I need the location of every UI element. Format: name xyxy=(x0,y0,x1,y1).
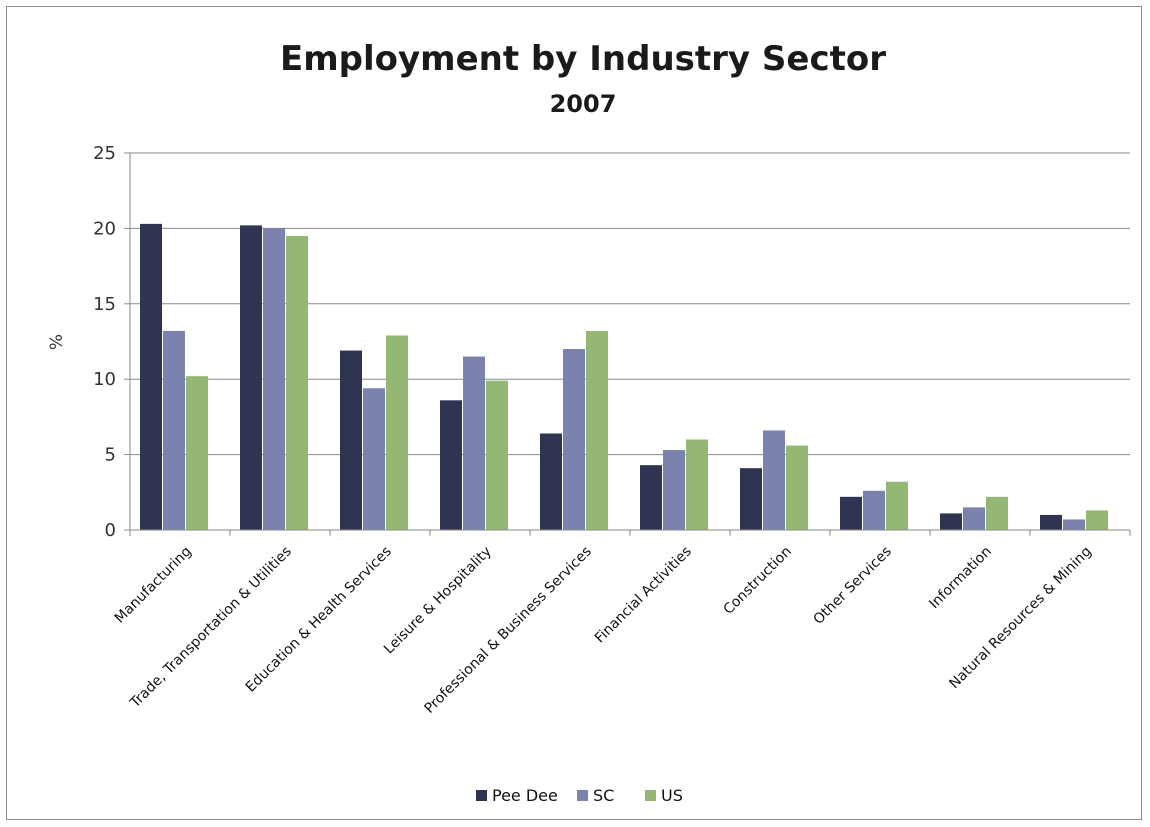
x-category-label: Professional & Business Services xyxy=(421,544,594,717)
x-category-label: Financial Activities xyxy=(592,544,695,647)
bar-pee-dee-0 xyxy=(140,223,162,530)
bar-us-9 xyxy=(1086,510,1108,530)
bar-sc-2 xyxy=(363,388,385,530)
bar-us-2 xyxy=(386,335,408,530)
x-category-label: Construction xyxy=(720,544,794,618)
bar-us-7 xyxy=(886,481,908,530)
y-tick-label: 15 xyxy=(93,294,116,315)
y-tick-label: 5 xyxy=(105,445,116,466)
bar-sc-4 xyxy=(563,349,585,530)
legend-swatch-sc xyxy=(577,790,588,801)
chart-title: Employment by Industry Sector xyxy=(280,39,886,79)
y-tick-labels: 0 5 10 15 20 25 xyxy=(93,143,130,541)
bar-us-6 xyxy=(786,445,808,530)
bar-pee-dee-7 xyxy=(840,496,862,530)
bar-pee-dee-3 xyxy=(440,400,462,530)
bar-pee-dee-6 xyxy=(740,468,762,530)
y-tick-label: 0 xyxy=(105,520,116,541)
y-tick-label: 25 xyxy=(93,143,116,164)
legend-label-pee-dee: Pee Dee xyxy=(492,786,558,805)
y-tick-label: 10 xyxy=(93,369,116,390)
bar-sc-7 xyxy=(863,490,885,530)
legend-label-us: US xyxy=(661,786,683,805)
bar-sc-1 xyxy=(263,228,285,530)
bar-us-3 xyxy=(486,380,508,530)
bar-sc-5 xyxy=(663,450,685,530)
bar-sc-8 xyxy=(963,507,985,530)
chart-subtitle: 2007 xyxy=(550,90,617,118)
legend-label-sc: SC xyxy=(593,786,614,805)
bar-us-1 xyxy=(286,235,308,530)
x-category-label: Information xyxy=(926,544,995,613)
bar-sc-0 xyxy=(163,330,185,530)
bar-pee-dee-5 xyxy=(640,465,662,530)
x-category-label: Trade, Transportation & Utilities xyxy=(127,544,295,712)
bar-sc-3 xyxy=(463,356,485,530)
x-category-label: Manufacturing xyxy=(112,544,195,627)
bars xyxy=(140,223,1108,530)
bar-pee-dee-9 xyxy=(1040,514,1062,530)
bar-pee-dee-8 xyxy=(940,513,962,530)
legend: Pee Dee SC US xyxy=(476,786,683,805)
x-category-label: Leisure & Hospitality xyxy=(381,544,495,658)
bar-us-5 xyxy=(686,439,708,530)
bar-us-4 xyxy=(586,330,608,530)
axes xyxy=(129,153,1131,536)
bar-sc-6 xyxy=(763,430,785,530)
bar-pee-dee-4 xyxy=(540,433,562,530)
bar-us-0 xyxy=(186,376,208,530)
bar-pee-dee-2 xyxy=(340,350,362,530)
legend-swatch-us xyxy=(645,790,656,801)
y-axis-title: % xyxy=(47,334,67,350)
bar-sc-9 xyxy=(1063,519,1085,530)
y-tick-label: 20 xyxy=(93,218,116,239)
bar-us-8 xyxy=(986,496,1008,530)
x-category-label: Other Services xyxy=(811,544,895,628)
bar-pee-dee-1 xyxy=(240,225,262,530)
legend-swatch-pee-dee xyxy=(476,790,487,801)
